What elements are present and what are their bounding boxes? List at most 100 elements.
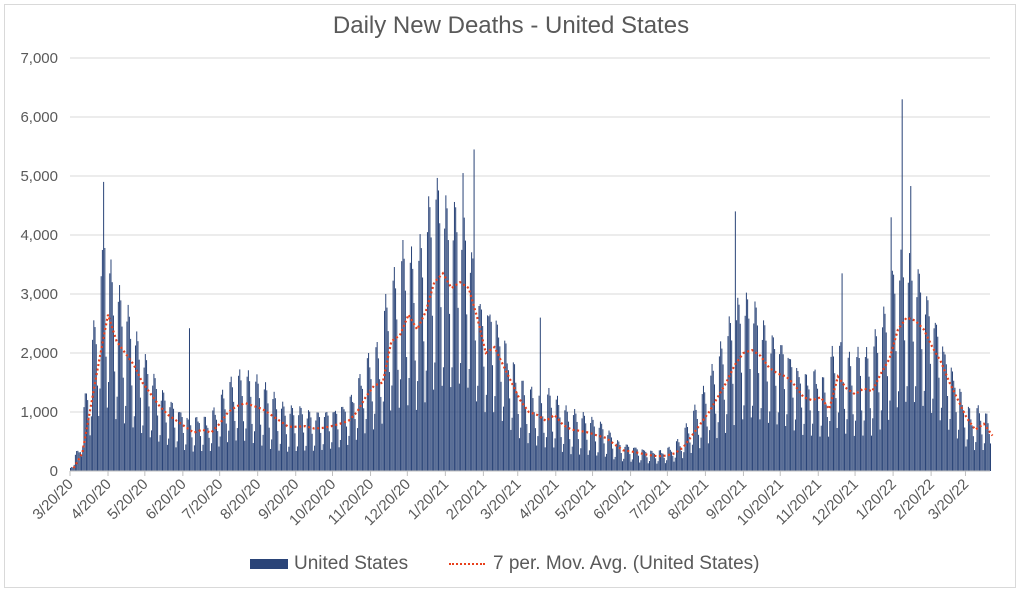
bar <box>794 419 796 471</box>
bar <box>333 411 335 471</box>
bar <box>346 426 348 471</box>
bar <box>532 398 534 471</box>
bar <box>76 450 78 471</box>
bar <box>634 447 636 471</box>
bar <box>371 401 373 471</box>
x-tick-label: 5/20/20 <box>104 476 151 523</box>
bar <box>274 398 276 471</box>
bar <box>864 357 866 471</box>
bar <box>931 412 933 471</box>
bar <box>759 419 761 471</box>
bar <box>181 417 183 471</box>
bar <box>614 456 616 471</box>
x-tick-label: 5/20/21 <box>552 476 599 523</box>
bar <box>330 448 332 471</box>
bar <box>744 315 746 471</box>
bar <box>164 400 166 471</box>
y-tick-label: 4,000 <box>20 227 58 244</box>
bar <box>960 391 962 471</box>
bar <box>384 310 386 471</box>
bar <box>173 408 175 471</box>
bar <box>469 272 471 471</box>
bar <box>157 415 159 471</box>
bar <box>250 396 252 471</box>
bar <box>460 363 462 471</box>
bar <box>122 377 124 471</box>
bar <box>545 437 547 471</box>
bar <box>149 437 151 471</box>
bar <box>832 356 834 471</box>
bar <box>283 406 285 471</box>
bar <box>401 261 403 471</box>
bar <box>847 357 849 471</box>
bar <box>813 371 815 471</box>
bar <box>942 346 944 471</box>
bar <box>88 417 90 471</box>
bar <box>165 422 167 471</box>
bar <box>353 403 355 471</box>
bar <box>246 376 248 471</box>
bar <box>290 405 292 471</box>
bar <box>685 423 687 471</box>
bar <box>966 439 968 471</box>
bar <box>447 240 449 471</box>
bar <box>554 438 556 471</box>
bar <box>489 314 491 471</box>
bar <box>355 439 357 471</box>
legend-swatch-line <box>449 563 485 565</box>
bar <box>390 410 392 471</box>
bar <box>888 419 890 471</box>
bar <box>951 371 953 471</box>
bar <box>657 461 659 471</box>
bar <box>458 383 460 471</box>
bar <box>677 439 679 471</box>
bar <box>559 417 561 471</box>
bar <box>71 466 73 471</box>
bar <box>200 436 202 471</box>
bar <box>938 377 940 471</box>
bar <box>196 417 198 471</box>
bar <box>629 454 631 471</box>
bar <box>190 425 192 471</box>
bar <box>944 354 946 471</box>
bar <box>261 445 263 471</box>
bar <box>130 338 132 471</box>
bar <box>483 366 485 471</box>
bar <box>379 379 381 471</box>
bar <box>96 385 98 471</box>
bar <box>361 388 363 471</box>
bar <box>461 249 463 471</box>
bar <box>911 280 913 471</box>
bar <box>292 408 294 471</box>
chart-frame <box>4 4 1016 588</box>
bar <box>425 370 427 471</box>
bar <box>294 433 296 471</box>
bar <box>247 370 249 471</box>
bar <box>125 405 127 471</box>
bar <box>900 249 902 471</box>
bar <box>368 353 370 471</box>
bar <box>87 400 89 471</box>
bar <box>357 428 359 471</box>
bar <box>780 345 782 471</box>
bar <box>758 373 760 471</box>
bar <box>788 358 790 471</box>
bar <box>370 379 372 471</box>
bar <box>894 293 896 471</box>
bar <box>79 452 81 471</box>
bar <box>426 232 428 471</box>
bar <box>391 385 393 471</box>
bar <box>254 431 256 471</box>
bar <box>198 423 200 471</box>
bar <box>861 410 863 471</box>
bar <box>825 404 827 471</box>
bar <box>583 415 585 471</box>
bar <box>381 423 383 471</box>
bar <box>732 383 734 471</box>
bar <box>662 453 664 471</box>
bar <box>360 385 362 471</box>
bar <box>909 253 911 471</box>
bar <box>218 446 220 471</box>
bar <box>478 306 480 471</box>
bar <box>673 461 675 471</box>
